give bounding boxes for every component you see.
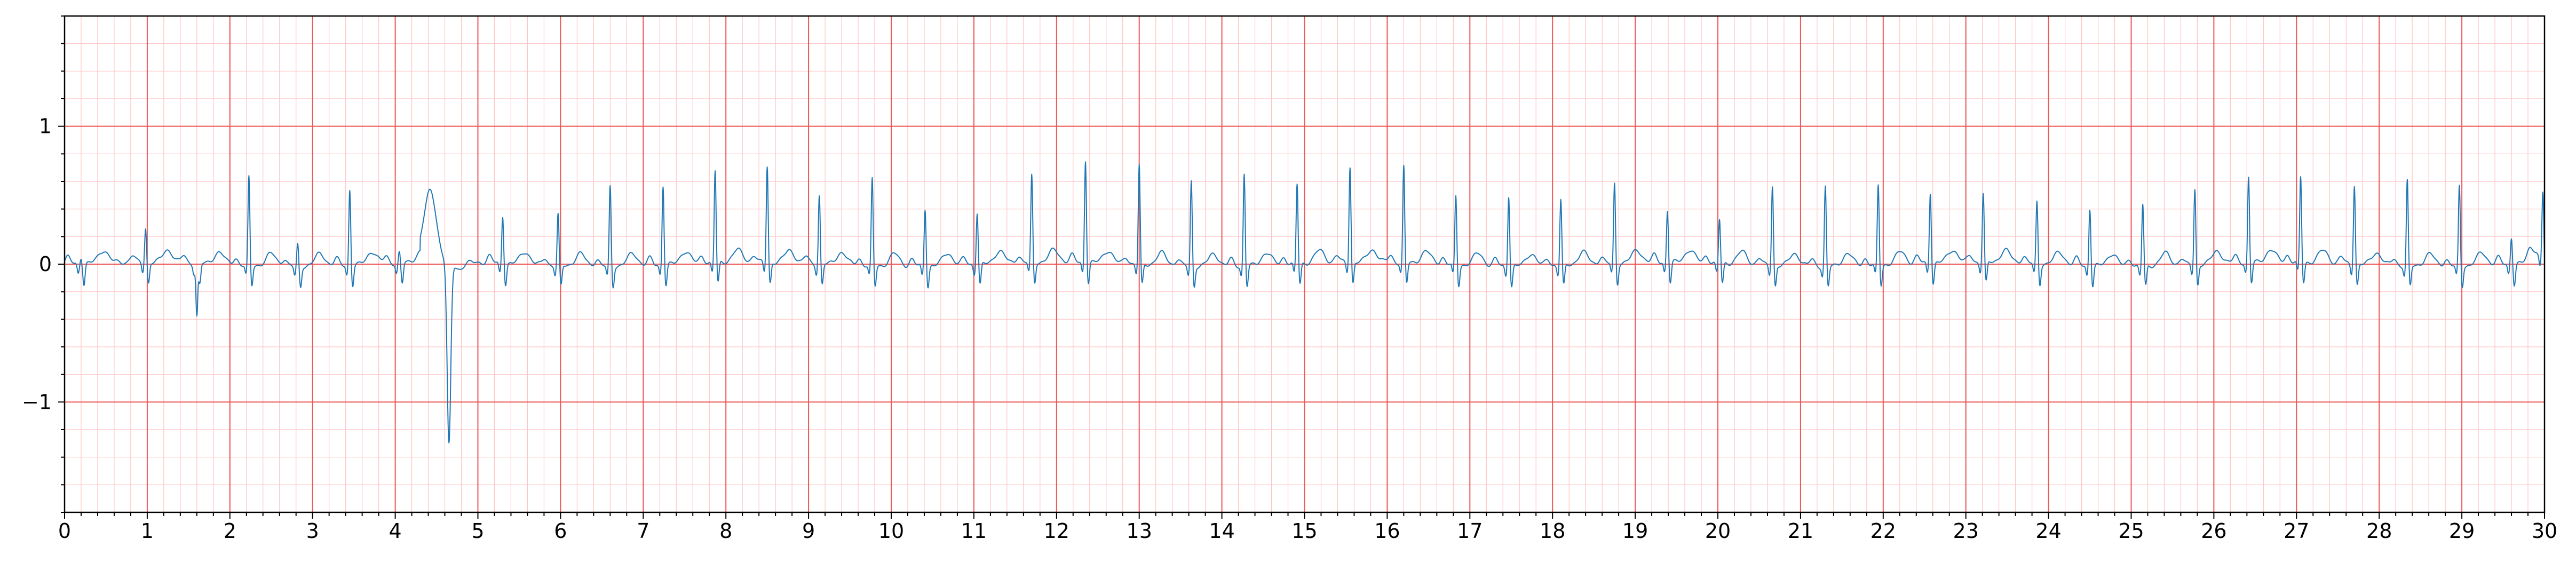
x-tick-label: 22: [1870, 519, 1896, 543]
x-tick-label: 5: [471, 519, 484, 543]
x-tick-label: 20: [1705, 519, 1731, 543]
x-tick-label: 10: [878, 519, 904, 543]
x-tick-label: 9: [802, 519, 815, 543]
x-tick-label: 8: [719, 519, 732, 543]
x-tick-label: 11: [961, 519, 987, 543]
x-tick-label: 19: [1622, 519, 1648, 543]
y-tick-label: −1: [22, 390, 52, 414]
x-tick-label: 2: [224, 519, 236, 543]
y-tick-label: 0: [39, 252, 52, 276]
x-tick-label: 3: [306, 519, 319, 543]
x-tick-label: 0: [58, 519, 71, 543]
x-tick-label: 17: [1457, 519, 1483, 543]
x-tick-label: 21: [1788, 519, 1813, 543]
x-tick-label: 6: [554, 519, 567, 543]
x-tick-label: 1: [141, 519, 154, 543]
x-tick-label: 25: [2118, 519, 2144, 543]
x-tick-label: 24: [2035, 519, 2061, 543]
x-tick-label: 14: [1209, 519, 1234, 543]
ecg-trace-line: [64, 161, 2545, 443]
y-axis-ticks: −1 0 1: [22, 15, 65, 513]
x-tick-label: 29: [2449, 519, 2475, 543]
x-tick-label: 13: [1127, 519, 1152, 543]
y-tick-label: 1: [39, 115, 52, 138]
x-tick-label: 15: [1291, 519, 1317, 543]
x-tick-label: 23: [1953, 519, 1979, 543]
x-tick-label: 26: [2201, 519, 2226, 543]
x-tick-label: 16: [1374, 519, 1400, 543]
x-tick-label: 27: [2284, 519, 2309, 543]
x-tick-label: 7: [637, 519, 649, 543]
x-tick-label: 4: [389, 519, 402, 543]
x-axis-ticks: 0 1 2 3 4 5 6 7 8 9 10 11 12 13 14 15 16 17 18 19 20 21 22 23 24…: [58, 512, 2557, 543]
x-tick-label: 28: [2366, 519, 2392, 543]
x-tick-label: 12: [1044, 519, 1069, 543]
x-tick-label: 18: [1540, 519, 1565, 543]
x-tick-label: 30: [2532, 519, 2557, 543]
